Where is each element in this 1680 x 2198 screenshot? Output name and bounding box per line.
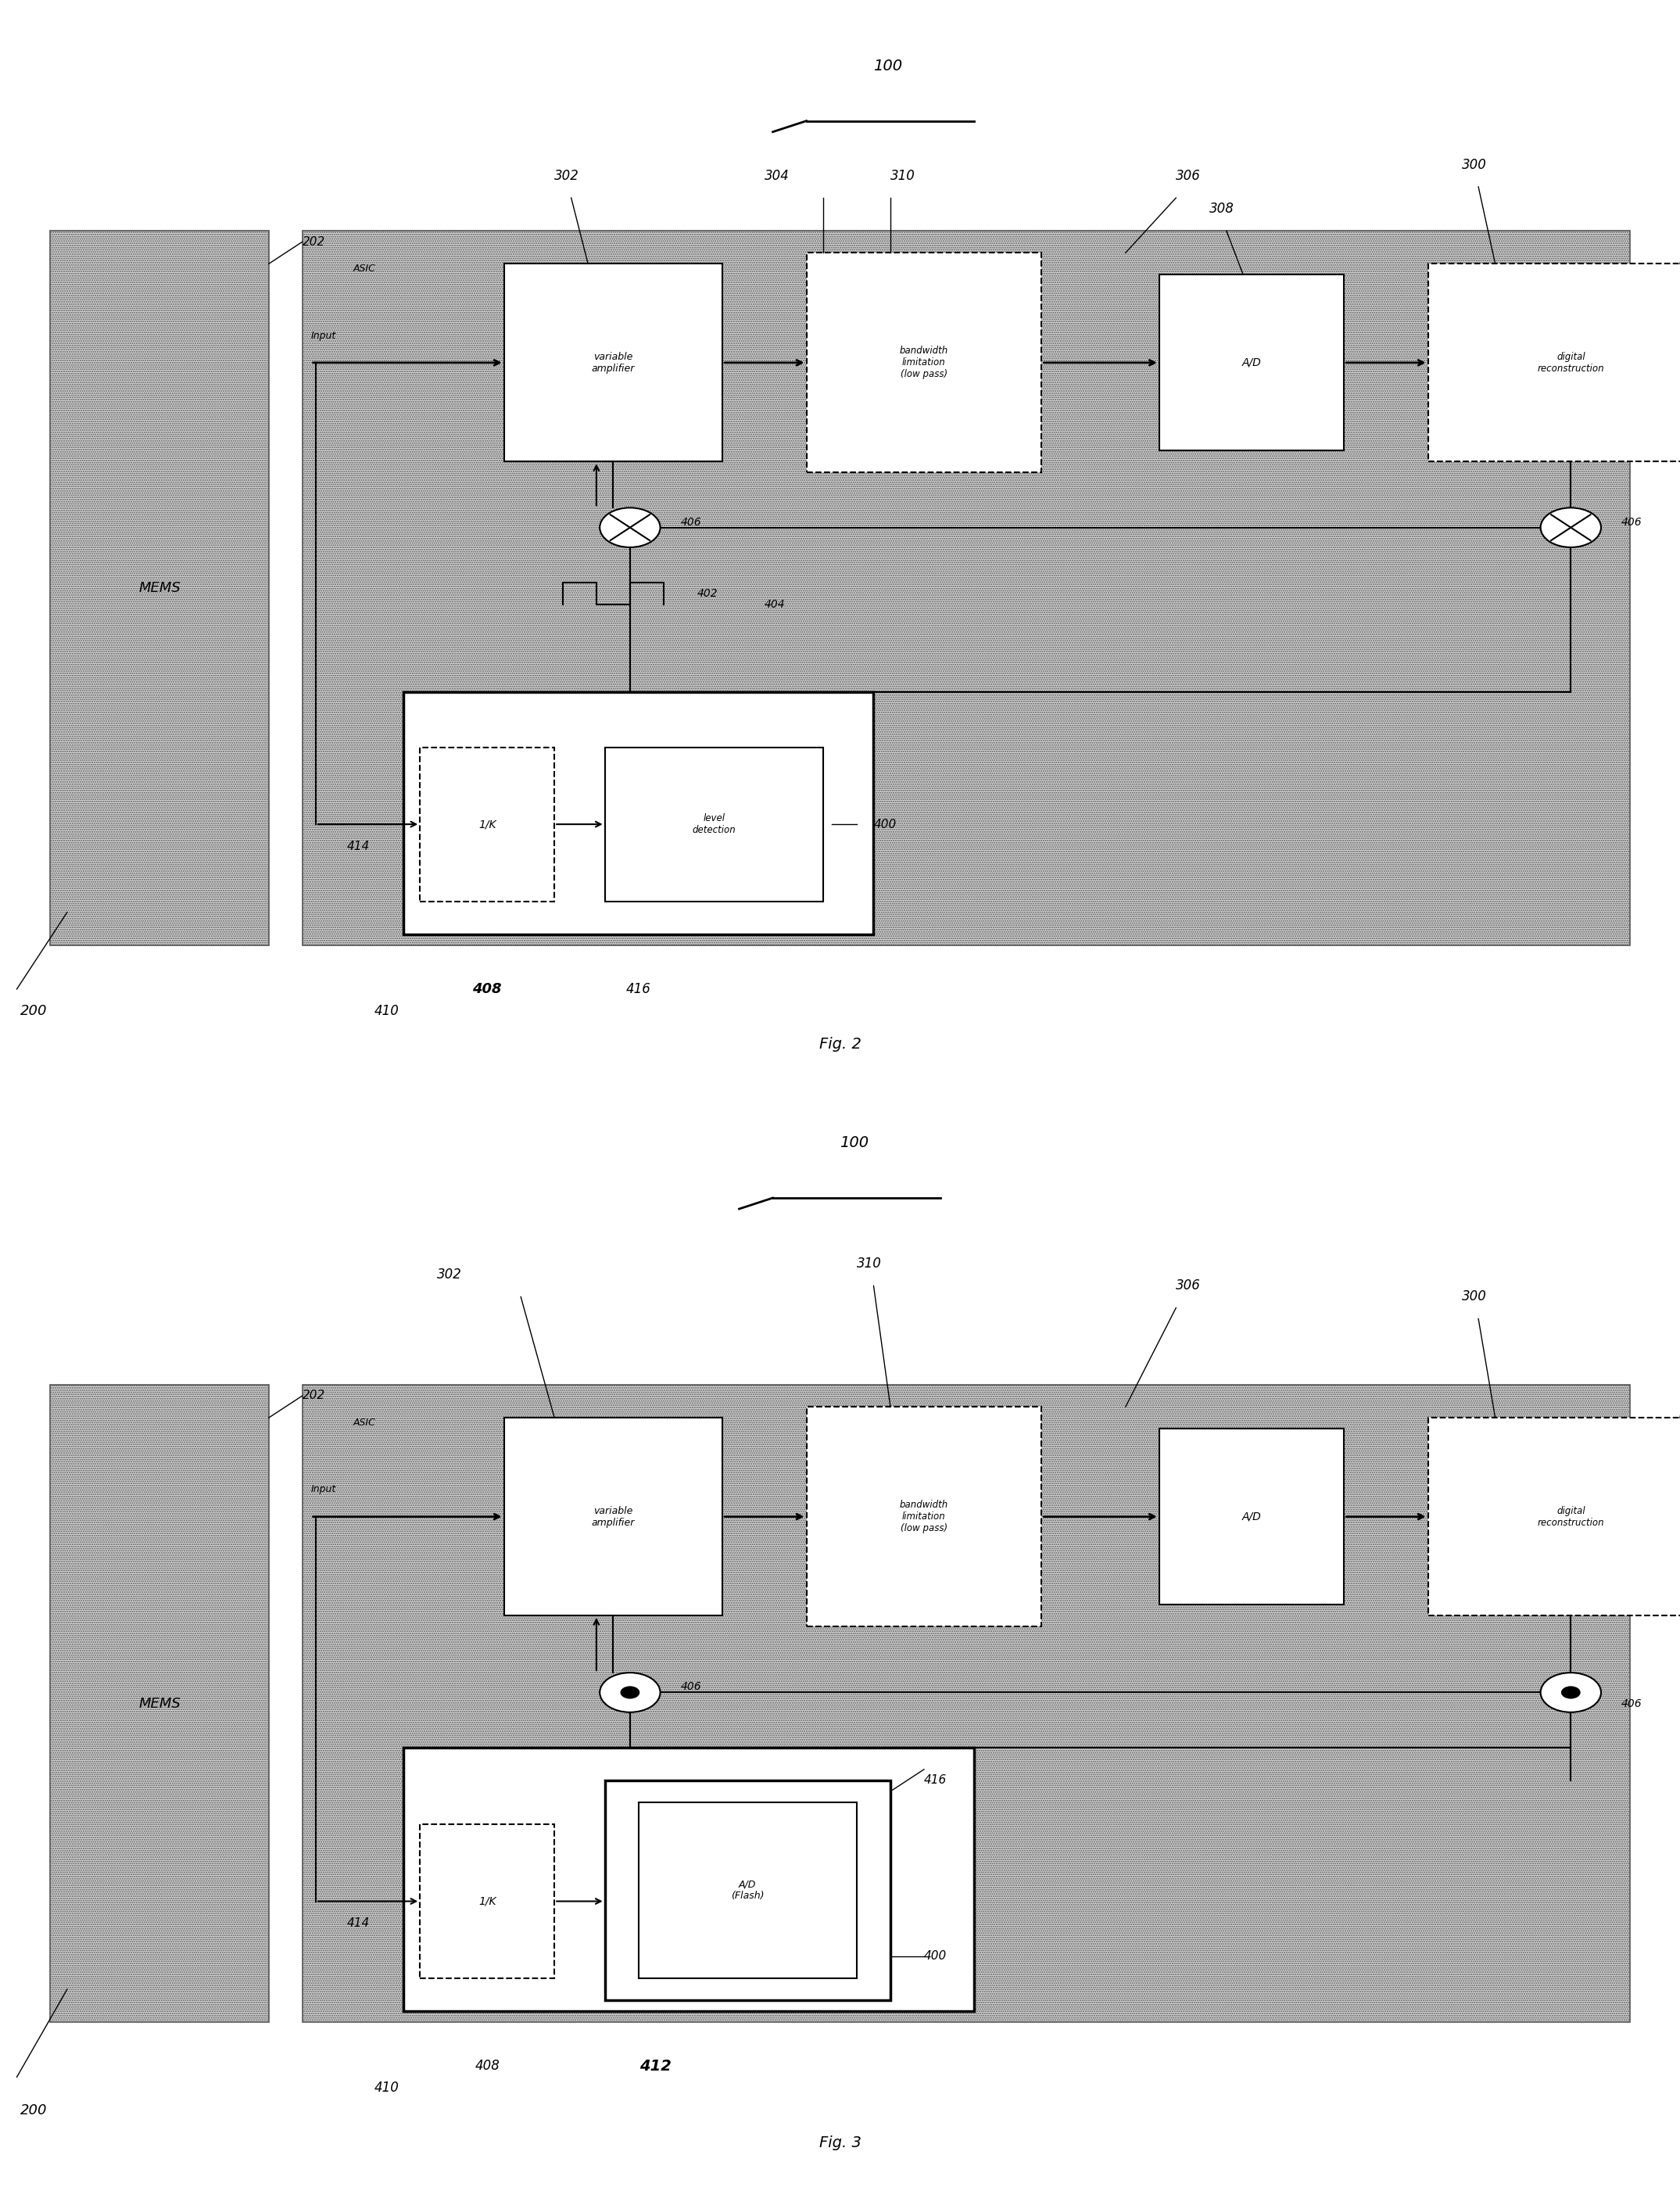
Text: variable
amplifier: variable amplifier — [591, 1506, 635, 1528]
Text: 416: 416 — [627, 983, 650, 996]
Text: 406: 406 — [680, 1681, 701, 1692]
Text: 414: 414 — [346, 1917, 370, 1930]
Bar — [302, 231, 1630, 945]
Text: 406: 406 — [680, 517, 701, 528]
Text: ASIC: ASIC — [353, 264, 375, 275]
Text: 410: 410 — [375, 2082, 398, 2095]
Text: 310: 310 — [890, 169, 916, 182]
Bar — [403, 692, 874, 934]
Text: 406: 406 — [1621, 517, 1641, 528]
Circle shape — [1541, 508, 1601, 547]
Text: 416: 416 — [924, 1774, 948, 1787]
Text: 408: 408 — [472, 983, 502, 996]
Circle shape — [600, 508, 660, 547]
Bar — [605, 1780, 890, 2000]
Text: Input: Input — [311, 1484, 336, 1495]
Text: 308: 308 — [1210, 202, 1235, 215]
Text: 300: 300 — [1462, 1290, 1487, 1303]
Bar — [1159, 1429, 1344, 1605]
Bar — [806, 253, 1042, 473]
Text: 310: 310 — [857, 1257, 882, 1270]
Text: digital
reconstruction: digital reconstruction — [1537, 352, 1604, 374]
Text: 202: 202 — [302, 235, 326, 248]
Text: 100: 100 — [840, 1136, 869, 1150]
Text: 306: 306 — [1176, 169, 1201, 182]
Text: 408: 408 — [475, 2060, 499, 2073]
Text: 1/K: 1/K — [479, 1897, 496, 1906]
Bar — [1428, 264, 1680, 462]
Text: 404: 404 — [764, 600, 785, 609]
Text: A/D: A/D — [1242, 1512, 1262, 1521]
Text: 304: 304 — [764, 169, 790, 182]
Text: MEMS: MEMS — [138, 580, 181, 596]
Bar — [605, 747, 823, 901]
Text: A/D: A/D — [1242, 358, 1262, 367]
Text: 400: 400 — [924, 1950, 948, 1963]
Bar — [50, 231, 269, 945]
Bar — [806, 1407, 1042, 1627]
Text: 300: 300 — [1462, 158, 1487, 171]
Bar — [504, 1418, 722, 1616]
Text: MEMS: MEMS — [138, 1697, 181, 1710]
Circle shape — [620, 1686, 640, 1699]
Text: bandwidth
limitation
(low pass): bandwidth limitation (low pass) — [900, 1499, 948, 1534]
Circle shape — [1541, 1673, 1601, 1712]
Bar — [50, 1385, 269, 2022]
Bar — [420, 747, 554, 901]
Text: 200: 200 — [20, 1004, 47, 1018]
Text: 412: 412 — [638, 2060, 672, 2073]
Text: 200: 200 — [20, 2103, 47, 2117]
Text: 400: 400 — [874, 818, 897, 831]
Bar — [504, 264, 722, 462]
Text: variable
amplifier: variable amplifier — [591, 352, 635, 374]
Text: 406: 406 — [1621, 1699, 1641, 1708]
Bar — [638, 1802, 857, 1978]
Bar — [420, 1824, 554, 1978]
Text: ASIC: ASIC — [353, 1418, 375, 1429]
Circle shape — [600, 1673, 660, 1712]
Bar — [1428, 1418, 1680, 1616]
Bar — [1159, 275, 1344, 451]
Text: Fig. 2: Fig. 2 — [818, 1037, 862, 1051]
Text: 302: 302 — [437, 1268, 462, 1281]
Bar — [302, 1385, 1630, 2022]
Text: bandwidth
limitation
(low pass): bandwidth limitation (low pass) — [900, 345, 948, 380]
Text: 1/K: 1/K — [479, 820, 496, 829]
Text: 100: 100 — [874, 59, 902, 73]
Text: 414: 414 — [346, 840, 370, 853]
Text: 202: 202 — [302, 1389, 326, 1402]
Text: 402: 402 — [697, 589, 717, 598]
Text: 306: 306 — [1176, 1279, 1201, 1292]
Text: Fig. 3: Fig. 3 — [818, 2136, 862, 2150]
Text: 410: 410 — [375, 1004, 398, 1018]
Text: digital
reconstruction: digital reconstruction — [1537, 1506, 1604, 1528]
Text: Input: Input — [311, 330, 336, 341]
Text: A/D
(Flash): A/D (Flash) — [731, 1879, 764, 1901]
Circle shape — [1561, 1686, 1581, 1699]
Bar — [403, 1747, 974, 2011]
Text: 302: 302 — [554, 169, 580, 182]
Text: level
detection: level detection — [692, 813, 736, 835]
